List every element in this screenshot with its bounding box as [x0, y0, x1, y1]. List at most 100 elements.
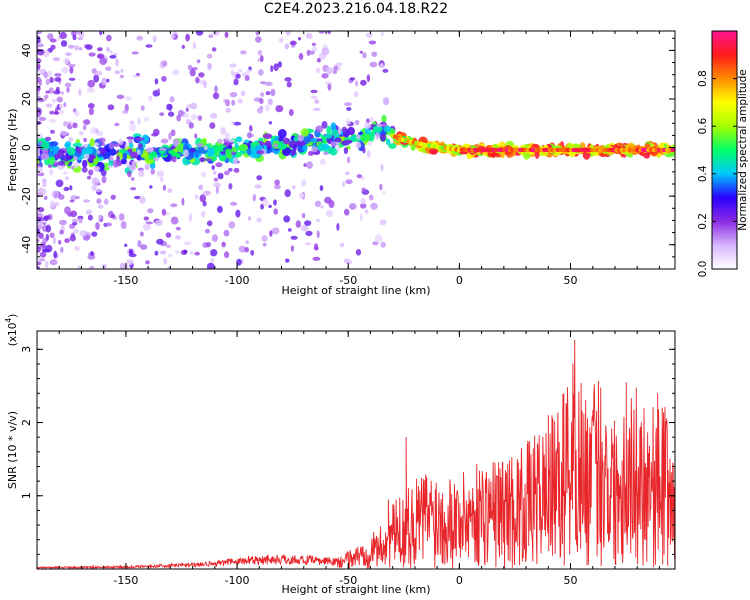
heatmap-cell [259, 98, 264, 105]
heatmap-cell [137, 143, 143, 149]
heatmap-cell [50, 44, 56, 50]
heatmap-cell [361, 187, 366, 192]
heatmap-cell [284, 43, 290, 50]
heatmap-cell [202, 201, 207, 207]
heatmap-cell [69, 234, 76, 242]
heatmap-cell [125, 161, 130, 168]
heatmap-cell [309, 50, 315, 55]
heatmap-cell [69, 185, 73, 191]
heatmap-cell [114, 122, 120, 127]
heatmap-cell [245, 69, 252, 73]
heatmap-cell [337, 127, 342, 135]
heatmap-cell [321, 73, 329, 79]
heatmap-cell [56, 96, 63, 103]
heatmap-cell [37, 238, 40, 243]
heatmap-cell [98, 137, 106, 143]
heatmap-cell [343, 208, 350, 216]
heatmap-cell [224, 251, 230, 259]
heatmap-cell [159, 147, 167, 152]
heatmap-cell [202, 190, 211, 197]
heatmap-cell [53, 193, 58, 199]
heatmap-cell [204, 145, 208, 151]
heatmap-cell [128, 138, 133, 144]
heatmap-cell [156, 238, 164, 245]
heatmap-cell [102, 263, 107, 269]
heatmap-cell [149, 185, 153, 189]
heatmap-cell [95, 70, 103, 76]
heatmap-cell [143, 117, 150, 122]
heatmap-cell [75, 246, 80, 252]
heatmap-cell [315, 125, 324, 133]
heatmap-cell [295, 220, 301, 228]
heatmap-cell [58, 109, 65, 115]
heatmap-cell [37, 212, 44, 218]
heatmap-cell [327, 31, 331, 35]
heatmap-cell [136, 72, 140, 76]
heatmap-cell [305, 230, 313, 236]
heatmap-cell [37, 63, 41, 70]
heatmap-cell [319, 185, 324, 192]
heatmap-cell [223, 229, 230, 237]
heatmap-cell [50, 129, 55, 134]
heatmap-cell [285, 258, 290, 263]
heatmap-cell [167, 188, 173, 194]
heatmap-cell [83, 199, 90, 203]
heatmap-cell [85, 44, 93, 50]
heatmap-cell [53, 250, 58, 259]
snr-y-multiplier: (x104) [4, 314, 19, 347]
heatmap-cell [274, 184, 281, 190]
heatmap-cell [316, 218, 321, 223]
heatmap-cell [320, 158, 326, 166]
heatmap-cell [287, 228, 292, 232]
heatmap-cell [73, 155, 78, 161]
colorbar-tick-label: 0.2 [697, 213, 709, 230]
heatmap-cell [206, 147, 215, 158]
heatmap-cell [168, 149, 176, 155]
heatmap-cell [366, 150, 371, 158]
heatmap-cell [233, 167, 240, 173]
heatmap-cell [42, 182, 47, 188]
heatmap-cell [273, 199, 277, 206]
heatmap-cell [83, 137, 87, 143]
heatmap-cell [67, 44, 75, 49]
heatmap-cell [386, 138, 391, 146]
heatmap-cell [199, 194, 206, 203]
heatmap-cell [376, 123, 383, 128]
heatmap-cell [219, 155, 227, 162]
heatmap-cell [379, 183, 383, 191]
heatmap-cell [130, 187, 137, 191]
heatmap-cell [198, 184, 203, 191]
heatmap-cell [345, 118, 351, 125]
figure-title: C2E4.2023.216.04.18.R22 [263, 1, 449, 17]
heatmap-cell [124, 143, 128, 149]
heatmap-cell [247, 148, 252, 156]
heatmap-cell [49, 232, 55, 238]
heatmap-cell [293, 136, 299, 142]
heatmap-cell [371, 51, 378, 57]
heatmap-cell [261, 235, 268, 242]
heatmap-cell [361, 176, 365, 181]
heatmap-cell [353, 91, 359, 98]
colorbar: 0.0 0.2 0.4 0.6 0.8 Normalized spectral ampl… [697, 30, 749, 277]
heatmap-cell [273, 208, 279, 215]
heatmap-cell [236, 258, 242, 266]
heatmap-cell [140, 244, 148, 250]
heatmap-cell [244, 75, 250, 81]
heatmap-cell [362, 147, 366, 154]
heatmap-cell [45, 233, 50, 241]
heatmap-cell [151, 133, 159, 137]
heatmap-cell [311, 42, 317, 47]
heatmap-cell [176, 114, 182, 122]
heatmap-cell [240, 90, 246, 97]
heatmap-cell [145, 44, 153, 48]
heatmap-cell [213, 170, 217, 176]
heatmap-cell [37, 207, 45, 213]
heatmap-cell [284, 189, 291, 198]
heatmap-cell [368, 40, 377, 45]
heatmap-cell [110, 214, 116, 219]
heatmap-cell [235, 209, 241, 218]
heatmap-cell [346, 107, 352, 111]
heatmap-cell [100, 142, 106, 146]
heatmap-cell [197, 115, 203, 121]
heatmap-cell [118, 213, 125, 221]
